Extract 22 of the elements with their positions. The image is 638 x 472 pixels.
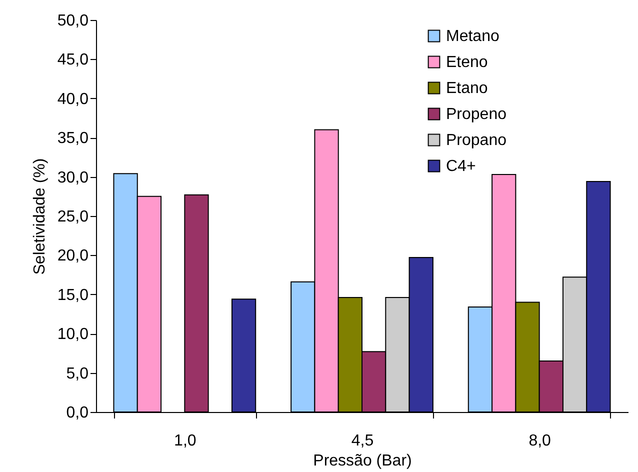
y-axis-title: Seletividade (%) <box>31 158 48 275</box>
legend-label: Propeno <box>446 106 507 123</box>
y-tick-label: 20,0 <box>57 248 89 265</box>
y-tick-label: 45,0 <box>57 52 89 69</box>
x-tick-label: 1,0 <box>174 432 196 450</box>
y-tick-label: 50,0 <box>57 12 89 30</box>
y-tick-label: 10,0 <box>57 326 89 344</box>
x-axis-title: Pressão (Bar) <box>313 452 412 470</box>
y-tick-label: 5,0 <box>66 365 89 382</box>
y-tick-label: 30,0 <box>57 169 89 186</box>
y-tick-label: 35,0 <box>57 130 89 148</box>
x-tick-label: 8,0 <box>528 432 552 450</box>
legend-label: Propano <box>446 132 507 149</box>
y-tick-label: 0,0 <box>66 404 89 422</box>
legend-label: Etano <box>446 80 488 97</box>
legend-label: Eteno <box>446 54 488 71</box>
y-tick-label: 40,0 <box>57 90 89 108</box>
y-tick-label: 25,0 <box>57 208 89 226</box>
legend-label: Metano <box>446 28 500 45</box>
x-tick-label: 4,5 <box>351 432 374 450</box>
y-tick-label: 15,0 <box>57 286 89 304</box>
legend-label: C4+ <box>446 158 476 175</box>
